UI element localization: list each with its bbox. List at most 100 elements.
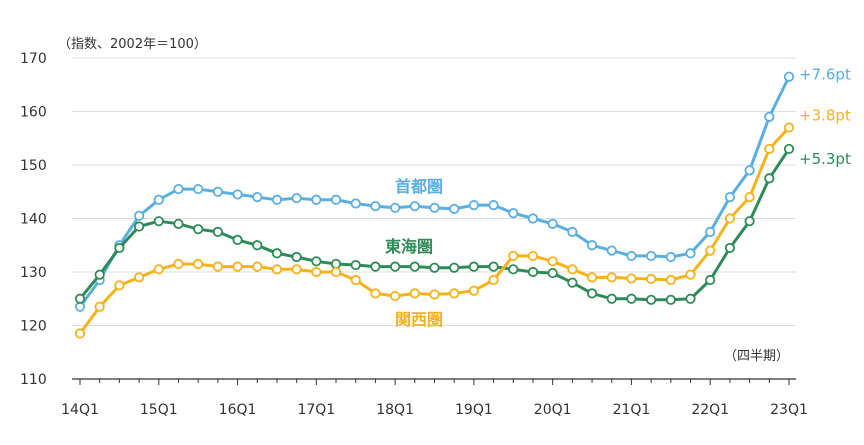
data-point bbox=[330, 266, 342, 278]
data-point bbox=[606, 272, 617, 283]
data-point bbox=[724, 192, 736, 203]
series-label: 首都圏 bbox=[395, 177, 443, 196]
data-point bbox=[291, 251, 302, 263]
end-label: +3.8pt bbox=[799, 107, 851, 125]
data-point bbox=[783, 143, 795, 155]
data-point bbox=[449, 288, 460, 299]
data-point bbox=[114, 280, 125, 291]
data-point bbox=[74, 328, 86, 339]
gridlines bbox=[72, 57, 796, 326]
data-point bbox=[586, 288, 598, 299]
x-tick-label-17Q1: 17Q1 bbox=[297, 402, 335, 418]
data-point bbox=[567, 226, 578, 237]
series-line bbox=[78, 126, 791, 335]
data-point bbox=[94, 301, 105, 312]
data-point bbox=[429, 202, 440, 213]
data-point bbox=[173, 258, 184, 270]
data-point bbox=[744, 165, 755, 176]
x-tick-label-21Q1: 21Q1 bbox=[613, 402, 651, 418]
data-point bbox=[252, 192, 263, 203]
data-point bbox=[764, 143, 775, 155]
y-tick-label-150: 150 bbox=[20, 158, 47, 174]
data-point bbox=[133, 221, 145, 232]
data-point bbox=[291, 193, 302, 204]
data-point bbox=[685, 248, 696, 259]
data-point bbox=[133, 210, 145, 221]
data-point bbox=[705, 226, 716, 237]
y-tick-label-130: 130 bbox=[20, 265, 47, 281]
data-point bbox=[390, 290, 401, 302]
data-point bbox=[606, 245, 617, 256]
data-point bbox=[193, 258, 204, 270]
data-point bbox=[744, 192, 755, 203]
data-point bbox=[705, 274, 716, 286]
data-point bbox=[527, 266, 539, 278]
data-point bbox=[468, 200, 479, 211]
data-point bbox=[409, 261, 420, 272]
data-point bbox=[547, 256, 558, 267]
data-point bbox=[330, 194, 342, 205]
data-point bbox=[724, 213, 736, 224]
data-point bbox=[173, 183, 184, 195]
data-point bbox=[232, 234, 243, 245]
series-label: 東海圏 bbox=[385, 237, 433, 256]
data-point bbox=[547, 267, 558, 279]
data-point bbox=[271, 264, 283, 275]
x-tick-label-19Q1: 19Q1 bbox=[455, 402, 493, 418]
data-point bbox=[193, 183, 204, 195]
data-point bbox=[547, 218, 558, 229]
data-point bbox=[153, 194, 164, 205]
data-point bbox=[646, 294, 657, 305]
data-point bbox=[271, 194, 283, 205]
data-point bbox=[685, 293, 696, 304]
data-point bbox=[390, 261, 401, 272]
data-point bbox=[685, 269, 696, 280]
y-tick-label-170: 170 bbox=[20, 51, 47, 67]
data-point bbox=[212, 226, 223, 237]
data-point bbox=[212, 261, 223, 272]
y-axis: 110 120 130 140 150 160 170 bbox=[20, 51, 47, 388]
x-tick-label-14Q1: 14Q1 bbox=[61, 402, 99, 418]
data-point bbox=[350, 274, 361, 286]
data-point bbox=[488, 200, 499, 211]
data-point bbox=[74, 293, 86, 304]
data-point bbox=[153, 264, 164, 275]
data-point bbox=[390, 202, 401, 213]
data-point bbox=[626, 250, 637, 262]
data-point bbox=[370, 261, 381, 272]
data-point bbox=[133, 272, 145, 283]
data-point bbox=[114, 242, 125, 254]
data-point bbox=[488, 274, 499, 286]
data-point bbox=[586, 272, 598, 283]
data-point bbox=[567, 264, 578, 275]
y-tick-label-160: 160 bbox=[20, 105, 47, 121]
period-note: （四半期） bbox=[724, 349, 789, 364]
data-point bbox=[567, 277, 578, 288]
data-point bbox=[468, 261, 479, 272]
data-point bbox=[665, 251, 676, 263]
data-point bbox=[350, 198, 361, 209]
data-point bbox=[311, 194, 322, 205]
data-point bbox=[232, 189, 243, 200]
series-関西圏: 関西圏 +3.8pt bbox=[74, 107, 851, 339]
data-point bbox=[370, 288, 381, 299]
data-point bbox=[508, 264, 519, 275]
data-point bbox=[94, 269, 105, 280]
series-group: 首都圏 +7.6pt 東海圏 +5.3pt 関西圏 +3.8pt bbox=[74, 66, 851, 339]
series-首都圏: 首都圏 +7.6pt bbox=[74, 66, 851, 312]
data-point bbox=[429, 289, 440, 300]
data-point bbox=[409, 201, 420, 212]
data-point bbox=[370, 201, 381, 212]
data-point bbox=[783, 122, 795, 133]
data-point bbox=[409, 288, 420, 299]
data-point bbox=[665, 274, 676, 286]
data-point bbox=[350, 259, 361, 271]
data-point bbox=[429, 262, 440, 273]
data-point bbox=[311, 256, 322, 267]
data-point bbox=[764, 111, 775, 122]
data-point bbox=[271, 248, 283, 259]
x-tick-label-23Q1: 23Q1 bbox=[770, 402, 808, 418]
data-point bbox=[626, 273, 637, 284]
data-point bbox=[744, 216, 755, 227]
data-point bbox=[153, 216, 164, 227]
